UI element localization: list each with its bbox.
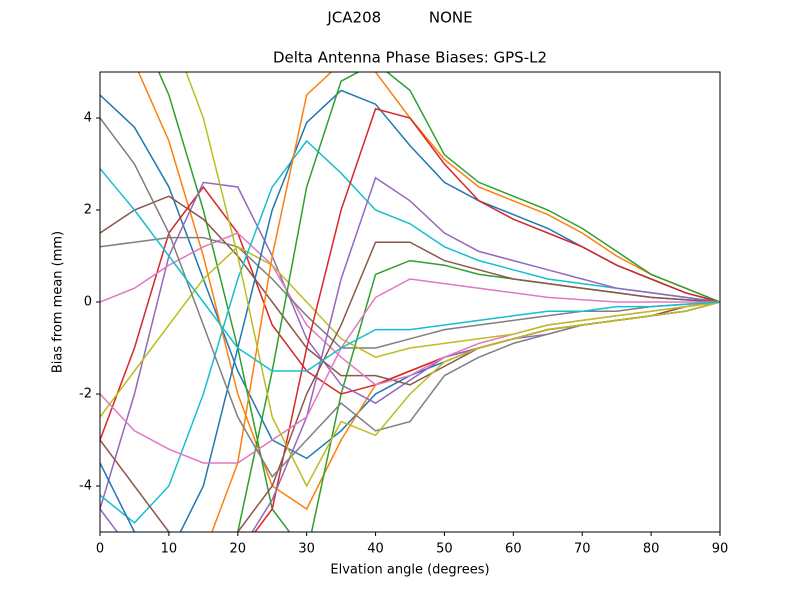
plot-area: [100, 72, 720, 532]
series-line: [185, 72, 720, 488]
series-line: [100, 245, 720, 418]
series-line: [100, 181, 720, 510]
series-line: [100, 185, 720, 441]
x-tick-label: 60: [505, 542, 522, 557]
series-line: [100, 89, 720, 532]
x-tick-label: 90: [712, 542, 729, 557]
series-line: [157, 72, 720, 532]
x-tick-label: 70: [574, 542, 591, 557]
y-tick-label: -4: [79, 479, 92, 494]
y-tick-label: 4: [84, 111, 92, 126]
series-line: [100, 168, 720, 372]
y-tick-label: -2: [79, 387, 92, 402]
x-tick-label: 0: [96, 542, 104, 557]
series-line: [100, 139, 720, 524]
x-tick-label: 50: [436, 542, 453, 557]
x-tick-label: 30: [298, 542, 315, 557]
series-line: [100, 107, 720, 532]
series-line: [236, 72, 720, 532]
y-axis-label: Bias from mean (mm): [51, 231, 66, 373]
suptitle: JCA208 NONE: [326, 9, 472, 27]
chart-title: Delta Antenna Phase Biases: GPS-L2: [273, 49, 547, 67]
x-axis-label: Elvation angle (degrees): [330, 563, 489, 578]
y-tick-label: 2: [84, 203, 92, 218]
x-tick-label: 10: [161, 542, 178, 557]
series-line: [100, 278, 720, 464]
y-tick-label: 0: [84, 295, 92, 310]
series-line: [100, 236, 720, 349]
x-tick-label: 20: [230, 542, 247, 557]
series-line: [100, 176, 720, 532]
x-tick-label: 80: [643, 542, 660, 557]
series-line: [100, 94, 720, 460]
x-tick-label: 40: [367, 542, 384, 557]
series-line: [100, 232, 720, 386]
series-line: [211, 72, 720, 532]
series-line: [100, 241, 720, 532]
